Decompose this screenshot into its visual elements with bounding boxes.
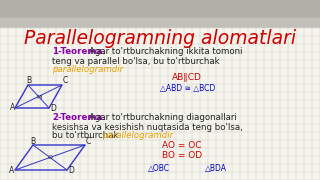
- Text: C: C: [86, 137, 91, 146]
- Text: △ABD ≅ △BCD: △ABD ≅ △BCD: [160, 84, 215, 93]
- Text: D: D: [50, 104, 56, 113]
- Text: Agar to'rtburchakning diagonallari: Agar to'rtburchakning diagonallari: [89, 114, 237, 123]
- Text: A: A: [9, 166, 14, 175]
- Text: parallelogramdir: parallelogramdir: [52, 66, 123, 75]
- Bar: [0, 18, 320, 28]
- Text: BO = OD: BO = OD: [162, 152, 202, 161]
- Text: 2-Teorema.: 2-Teorema.: [52, 114, 106, 123]
- Text: AB∥CD: AB∥CD: [172, 73, 202, 82]
- Bar: [0, 0, 320, 18]
- Text: △BDA: △BDA: [205, 165, 227, 174]
- Text: O: O: [48, 155, 53, 160]
- Text: bu to'rtburchak: bu to'rtburchak: [52, 132, 118, 141]
- Text: teng va parallel bo'lsa, bu to'rtburchak: teng va parallel bo'lsa, bu to'rtburchak: [52, 57, 220, 66]
- Bar: [0, 28, 320, 180]
- Text: Parallelogramning alomatlari: Parallelogramning alomatlari: [24, 30, 296, 48]
- Text: C: C: [63, 76, 68, 85]
- Text: Agar to'rtburchakning ikkita tomoni: Agar to'rtburchakning ikkita tomoni: [89, 48, 243, 57]
- Text: B: B: [30, 137, 35, 146]
- Text: D: D: [68, 166, 74, 175]
- Text: parallelogramdir: parallelogramdir: [102, 132, 173, 141]
- Text: 1-Teorema.: 1-Teorema.: [52, 48, 106, 57]
- Text: A: A: [10, 103, 15, 112]
- Text: kesishsa va kesishish nuqtasida teng bo'lsa,: kesishsa va kesishish nuqtasida teng bo'…: [52, 123, 243, 132]
- Text: △OBC: △OBC: [148, 165, 170, 174]
- Text: AO = OC: AO = OC: [162, 141, 202, 150]
- Text: M: M: [36, 95, 41, 100]
- Text: B: B: [26, 76, 31, 85]
